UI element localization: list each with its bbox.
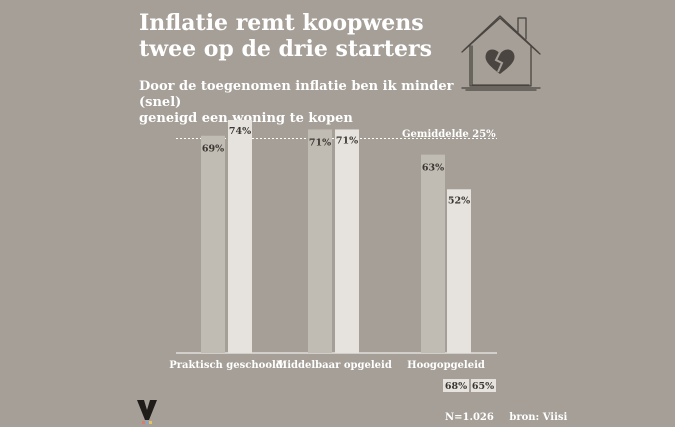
value-label-praktisch-series1: 69% — [202, 144, 224, 155]
category-label-middelbaar: Middelbaar opgeleid — [276, 360, 392, 371]
viisi-v-logo-icon — [137, 400, 157, 424]
value-label-hoogopgeleid-series1: 63% — [422, 163, 444, 174]
subtitle-line-2: geneigd een woning te kopen — [139, 111, 353, 126]
bar-middelbaar-series1 — [308, 129, 332, 353]
extra-label-box-1 — [443, 379, 469, 392]
subtitle-line-1: Door de toegenomen inflatie ben ik minde… — [139, 79, 454, 110]
extra-label-box-2 — [471, 379, 496, 392]
bar-group-middelbaar: 71% 71% Middelbaar opgeleid — [276, 129, 392, 371]
bar-praktisch-series2 — [228, 120, 252, 353]
title-line-1: Inflatie remt koopwens — [139, 10, 424, 36]
source-label: bron: Viisi — [509, 412, 568, 423]
bar-praktisch-series1 — [201, 135, 225, 353]
bar-group-praktisch: 69% 74% Praktisch geschoold — [169, 120, 283, 371]
title-line-2: twee op de drie starters — [139, 36, 433, 62]
extra-label-2: 65% — [472, 381, 494, 392]
chart-title: Inflatie remt koopwens twee op de drie s… — [139, 10, 469, 62]
bar-hoogopgeleid-series2 — [447, 189, 471, 353]
value-label-middelbaar-series1: 71% — [309, 137, 331, 148]
extra-label-1: 68% — [445, 381, 467, 392]
footer: N=1.026 bron: Viisi — [445, 412, 579, 423]
bar-middelbaar-series2 — [335, 129, 359, 353]
bar-hoogopgeleid-series1 — [421, 154, 445, 353]
broken-heart-house-icon — [461, 15, 541, 91]
bar-group-hoogopgeleid: 63% 52% Hoogopgeleid — [407, 154, 485, 371]
sample-size: N=1.026 — [445, 412, 494, 423]
value-label-middelbaar-series2: 71% — [336, 135, 358, 146]
extra-label-boxes: 68% 65% — [443, 379, 496, 392]
category-label-hoogopgeleid: Hoogopgeleid — [407, 360, 485, 371]
average-label: Gemiddelde 25% — [402, 129, 496, 140]
category-label-praktisch: Praktisch geschoold — [169, 360, 283, 371]
value-label-praktisch-series2: 74% — [229, 126, 251, 137]
chart-subtitle: Door de toegenomen inflatie ben ik minde… — [139, 79, 499, 127]
value-label-hoogopgeleid-series2: 52% — [448, 195, 470, 206]
